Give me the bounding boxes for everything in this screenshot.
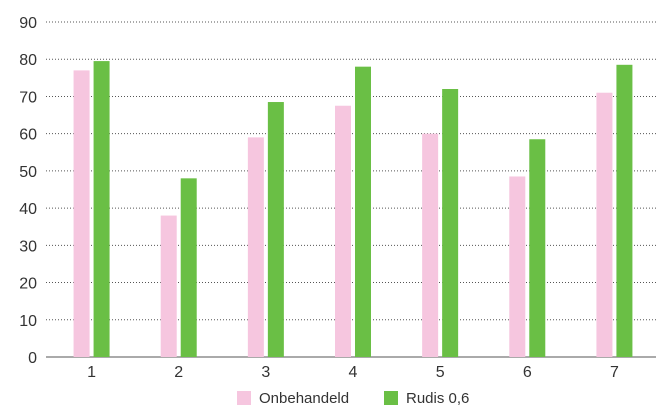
x-tick-label: 6: [523, 364, 532, 381]
x-axis-ticks: 1 2 3 4 5 6 7: [87, 364, 619, 381]
x-tick-label: 2: [174, 364, 183, 381]
bar-onbehandeld-2: [160, 215, 177, 357]
bar-rudis-1: [93, 61, 110, 357]
bar-rudis-6: [529, 139, 546, 357]
y-tick-label: 30: [19, 238, 37, 255]
y-tick-label: 60: [19, 127, 37, 144]
y-tick-label: 0: [28, 350, 37, 367]
y-tick-label: 90: [19, 15, 37, 32]
y-tick-label: 40: [19, 201, 37, 218]
x-tick-label: 1: [87, 364, 96, 381]
bar-rudis-4: [355, 66, 371, 358]
bar-rudis-2: [180, 178, 197, 357]
x-tick-label: 3: [261, 364, 270, 381]
y-tick-label: 80: [19, 52, 37, 69]
x-tick-label: 7: [610, 364, 619, 381]
bar-rudis-7: [616, 64, 633, 358]
legend: Onbehandeld Rudis 0,6: [237, 390, 469, 407]
y-tick-label: 20: [19, 276, 37, 293]
bar-onbehandeld-5: [422, 133, 439, 357]
legend-swatch-rudis: [384, 391, 398, 405]
legend-label-rudis: Rudis 0,6: [406, 390, 469, 407]
bar-onbehandeld-7: [596, 92, 613, 357]
y-tick-label: 70: [19, 89, 37, 106]
bar-onbehandeld-4: [335, 105, 351, 357]
bar-onbehandeld-3: [247, 137, 264, 357]
bar-rudis-3: [267, 102, 284, 358]
x-tick-label: 4: [349, 364, 358, 381]
bar-rudis-5: [442, 89, 459, 357]
y-tick-label: 50: [19, 164, 37, 181]
legend-label-onbehandeld: Onbehandeld: [259, 390, 349, 407]
y-tick-label: 10: [19, 313, 37, 330]
bar-onbehandeld-1: [73, 70, 90, 357]
y-axis-ticks: 0 10 20 30 40 50 60 70 80 90: [19, 15, 37, 367]
legend-swatch-onbehandeld: [237, 391, 251, 405]
bars: [73, 61, 633, 358]
x-tick-label: 5: [436, 364, 445, 381]
bar-onbehandeld-6: [509, 176, 526, 357]
